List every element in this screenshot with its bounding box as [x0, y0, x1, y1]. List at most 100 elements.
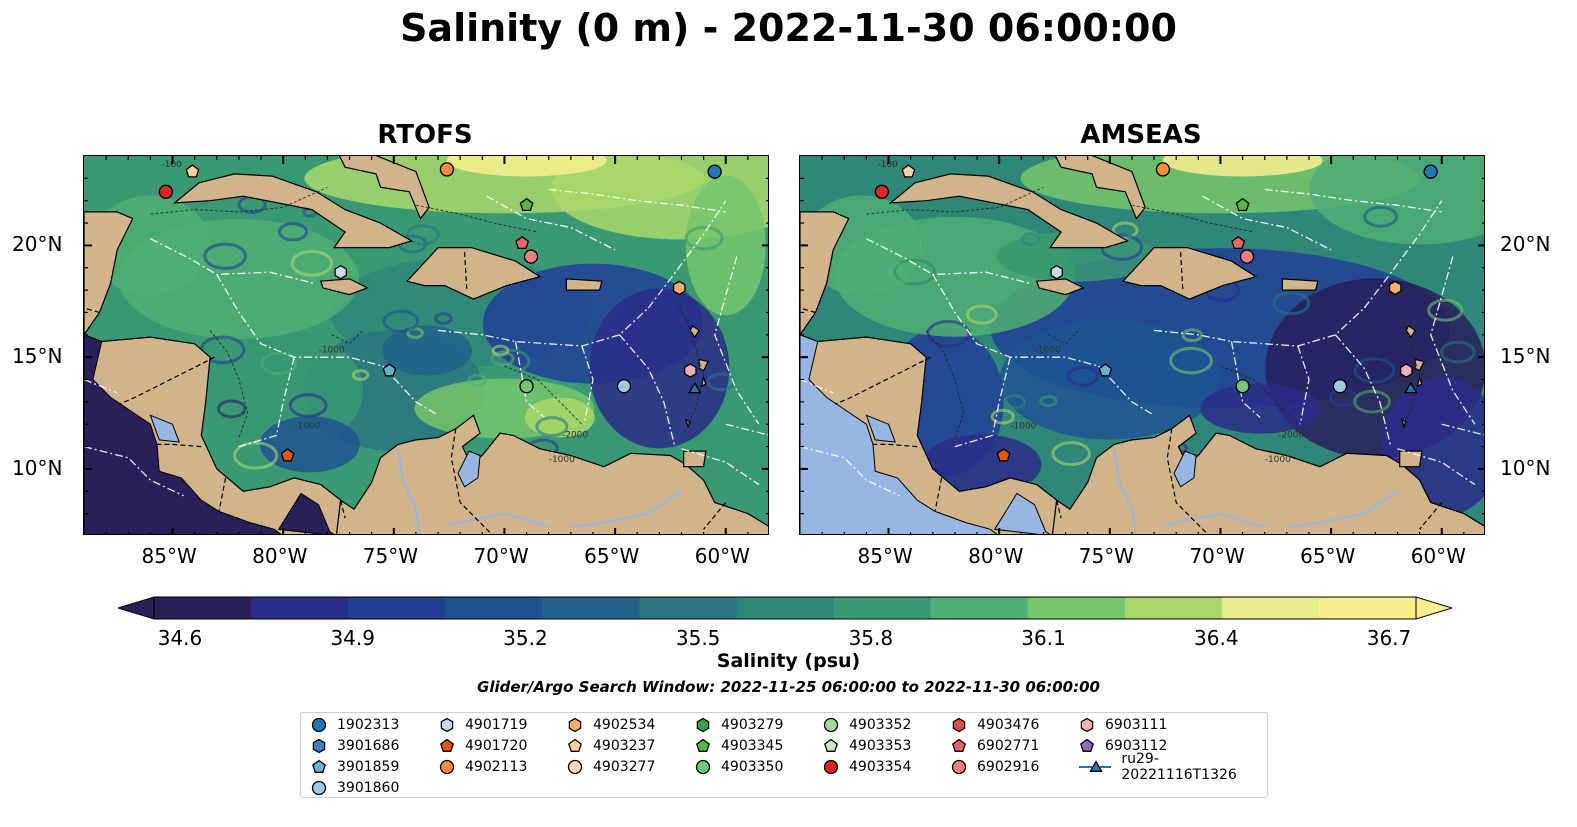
float-marker-4902113 [1155, 162, 1171, 177]
eddy-swirl [491, 344, 510, 357]
legend-item: 4902113 [439, 757, 527, 777]
float-marker-6902916 [523, 249, 539, 264]
legend-label: 3901860 [337, 780, 400, 796]
depth-contour [209, 330, 249, 438]
legend-item: 1902313 [311, 715, 399, 735]
float-marker-4903345 [519, 197, 534, 212]
depth-contour [504, 365, 583, 425]
float-marker-6902771 [515, 235, 530, 250]
eez-line [647, 200, 727, 309]
legend-symbol [952, 717, 966, 733]
legend-label: 4903277 [593, 759, 656, 775]
border [119, 356, 215, 405]
border [1166, 428, 1209, 534]
salinity-field [84, 156, 768, 534]
eez-line [1441, 423, 1484, 436]
legend-marker [951, 759, 967, 775]
eez-line [382, 365, 439, 416]
float-marker-4903237 [185, 164, 200, 178]
float-marker-4903350 [519, 379, 534, 394]
legend-item: 6902916 [951, 757, 1039, 777]
float-marker-4903354 [874, 184, 890, 199]
float-marker-1902313 [707, 164, 722, 179]
river [448, 512, 549, 529]
legend: 1902313 3901686 3901859 3901860 4901719 49017… [300, 712, 1268, 798]
colorbar-segment [1124, 597, 1223, 619]
lon-tick-label: 60°W [694, 544, 750, 568]
colorbar-segment [542, 597, 640, 619]
border [1056, 500, 1062, 519]
land-lesserAntilles [1405, 325, 1417, 339]
eez-line [866, 238, 1031, 285]
border [800, 307, 816, 314]
lat-tick-label-left: 15°N [12, 344, 63, 369]
eddy-swirl [260, 351, 298, 376]
eddy-swirl [1353, 389, 1391, 414]
contour-label: -2000 [1278, 431, 1304, 441]
float-marker-4901720 [280, 448, 295, 462]
pacific-ocean [84, 334, 282, 534]
contour-label: -1000 [1035, 346, 1061, 356]
legend-marker [823, 759, 839, 775]
land-stlucia [1416, 375, 1423, 388]
legend-label: 4903237 [593, 738, 656, 754]
colorbar-segment [1318, 597, 1417, 619]
eddy-swirl [491, 348, 531, 374]
colorbar [118, 596, 1452, 620]
map-panel-rtofs[interactable]: -100 -1000 -1000 -2000 -1000 [83, 155, 769, 535]
eddy-swirl [893, 258, 937, 286]
land-hispaniola [1121, 246, 1258, 300]
colorbar-segment [833, 597, 932, 619]
eddy-swirl [1181, 328, 1203, 343]
border [1180, 252, 1184, 291]
river [397, 448, 422, 534]
float-marker-4903237 [901, 164, 916, 178]
lake-maracaibo [1173, 450, 1197, 488]
legend-symbol [312, 759, 326, 773]
legend-symbol [696, 738, 710, 752]
legend-label: 3901859 [337, 759, 400, 775]
legend-marker [1080, 717, 1094, 733]
float-marker-4901719 [334, 264, 347, 280]
eddy-swirl [406, 224, 440, 246]
colorbar-segment [639, 597, 737, 619]
legend-marker [440, 738, 454, 752]
land-trinidad [1399, 450, 1423, 468]
float-marker-6902771 [1231, 235, 1246, 250]
float-marker-4902534 [1388, 280, 1402, 296]
river [1164, 512, 1265, 529]
legend-symbol [439, 759, 455, 775]
legend-item: 6903112 [1079, 736, 1167, 756]
legend-symbol [952, 738, 966, 752]
depth-contour [676, 303, 705, 434]
lat-tick-label-right: 10°N [1500, 455, 1551, 480]
eddy-swirl [926, 319, 971, 348]
legend-marker [952, 738, 966, 752]
legend-label: 4903354 [849, 759, 912, 775]
legend-marker [568, 717, 582, 733]
land-puertoRico [1281, 278, 1319, 291]
river [570, 490, 683, 529]
colorbar-tick-label: 34.9 [330, 626, 375, 650]
land-southAmerica [335, 414, 768, 534]
eez-line [1098, 365, 1155, 416]
float-marker-6902916 [1239, 249, 1255, 264]
eez-line [581, 345, 594, 425]
colorbar-tick-label: 36.1 [1021, 626, 1066, 650]
eddy-swirl [1039, 395, 1058, 408]
legend-marker [1089, 760, 1103, 772]
lon-tick-label: 70°W [1189, 544, 1245, 568]
eez-line [84, 445, 184, 497]
eddy-swirl [885, 262, 919, 284]
river [1286, 490, 1399, 529]
map-panel-amseas[interactable]: -100 -1000 -1000 -2000 -1000 [799, 155, 1485, 535]
eddy-swirl [1066, 366, 1100, 387]
legend-marker [312, 738, 326, 754]
contour-label: -1000 [1265, 455, 1291, 465]
depth-contour [1220, 365, 1299, 425]
legend-marker [823, 717, 839, 733]
legend-item: 4903345 [695, 736, 783, 756]
land-cuba [888, 173, 1130, 249]
legend-marker [696, 717, 710, 733]
depth-contour [925, 330, 965, 438]
